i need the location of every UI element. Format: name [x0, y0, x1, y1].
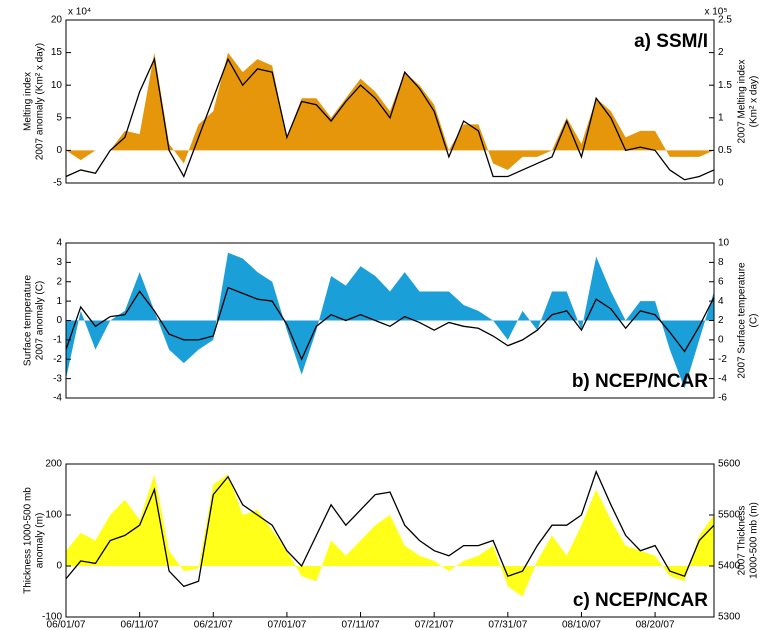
y2-tick-label: 8 [718, 257, 724, 268]
panel-title: b) NCEP/NCAR [572, 371, 708, 392]
y-tick-label: 4 [56, 238, 62, 249]
y-tick-label: 0 [56, 145, 62, 156]
area [66, 252, 714, 389]
y-tick-label: 20 [51, 15, 63, 26]
y-tick-label: 15 [51, 47, 63, 58]
y2-tick-label: 5600 [718, 459, 741, 470]
y2-multiplier: x 10⁵ [704, 7, 727, 18]
y2-tick-label: 0 [718, 178, 724, 189]
line [65, 286, 715, 361]
panel-title: c) NCEP/NCAR [573, 590, 708, 611]
area [66, 474, 714, 597]
y-tick-label: 2 [56, 276, 62, 287]
y2-tick-label: 0.5 [718, 145, 732, 156]
y-tick-label: 200 [45, 459, 62, 470]
y2-axis-label: (C) [749, 314, 760, 328]
y2-tick-label: -6 [718, 393, 727, 404]
y-tick-label: -3 [53, 373, 62, 384]
y2-tick-label: 10 [718, 238, 730, 249]
y-multiplier: x 10⁴ [68, 7, 91, 18]
x-tick-label: 08/20/07 [636, 620, 675, 630]
y2-tick-label: 6 [718, 276, 724, 287]
y-axis-label: 2007 anomaly (C) [35, 281, 46, 360]
x-tick-label: 07/11/07 [341, 620, 380, 630]
line [65, 56, 715, 181]
y-tick-label: 3 [56, 257, 62, 268]
area [66, 52, 714, 170]
y-tick-label: 10 [51, 80, 63, 91]
x-tick-label: 06/01/07 [47, 620, 86, 630]
y-axis-label: Surface temperature [23, 274, 34, 366]
y2-axis-label: 2007 Thickness [737, 506, 748, 576]
plot-frame [65, 19, 715, 184]
y2-axis-label: (Km² x day) [749, 76, 760, 128]
y2-tick-label: 1 [718, 112, 724, 123]
line [65, 469, 715, 588]
y2-axis-label: 2007 Surface temperature [737, 262, 748, 379]
y2-axis-label: 2007 Melting index [737, 60, 748, 144]
y2-tick-label: 0 [718, 335, 724, 346]
x-tick-label: 06/21/07 [194, 620, 233, 630]
plot-frame [65, 463, 715, 618]
y-tick-label: 0 [56, 315, 62, 326]
y2-tick-label: -2 [718, 354, 727, 365]
y-tick-label: -2 [53, 354, 62, 365]
panel-title: a) SSM/I [634, 31, 708, 52]
y2-tick-label: 2 [718, 315, 724, 326]
y2-tick-label: 2 [718, 47, 724, 58]
y-tick-label: 0 [56, 561, 62, 572]
y-tick-label: -1 [53, 335, 62, 346]
y2-tick-label: -4 [718, 373, 727, 384]
y-tick-label: -5 [53, 178, 62, 189]
y2-tick-label: 5400 [718, 561, 741, 572]
y2-tick-label: 2.5 [718, 15, 732, 26]
y-axis-label: anomaly (m) [35, 513, 46, 569]
x-tick-label: 07/31/07 [488, 620, 527, 630]
x-tick-label: 06/11/07 [121, 620, 160, 630]
x-tick-label: 07/01/07 [267, 620, 306, 630]
y2-tick-label: 5500 [718, 510, 741, 521]
x-tick-label: 07/21/07 [415, 620, 454, 630]
y2-tick-label: 5300 [718, 612, 741, 623]
y2-tick-label: 1.5 [718, 80, 732, 91]
y-axis-label: 2007 anomaly (Km² x day) [35, 43, 46, 160]
y2-tick-label: 4 [718, 296, 724, 307]
y-tick-label: -100 [42, 612, 62, 623]
y2-axis-label: 1000-500 mb (m) [749, 502, 760, 579]
y-tick-label: 1 [56, 296, 62, 307]
y-axis-label: Thickness 1000-500 mb [23, 487, 34, 594]
y-tick-label: 100 [45, 510, 62, 521]
y-tick-label: -4 [53, 393, 62, 404]
x-tick-label: 08/10/07 [562, 620, 601, 630]
y-tick-label: 5 [56, 112, 62, 123]
y-axis-label: Melting index [23, 72, 34, 131]
